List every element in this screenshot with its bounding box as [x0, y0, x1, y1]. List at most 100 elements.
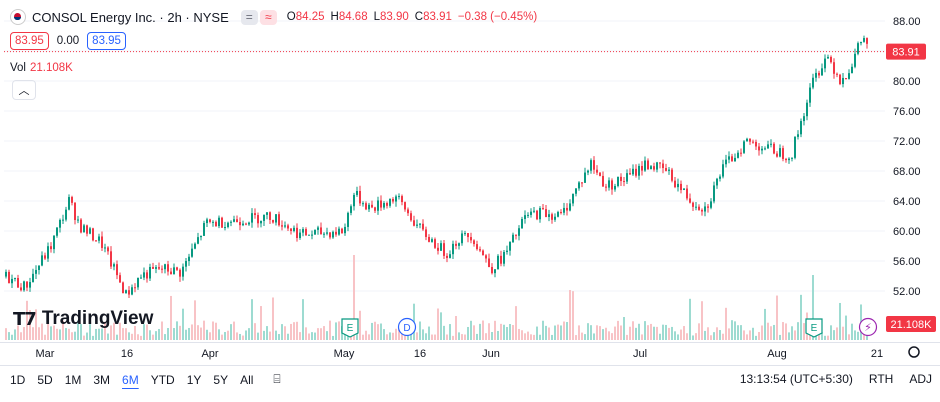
volume-bar: [38, 327, 40, 340]
earnings-marker-icon[interactable]: [805, 318, 823, 338]
adjust-toggle[interactable]: ADJ: [909, 372, 932, 386]
dividend-marker-icon[interactable]: [397, 317, 417, 337]
candle-body: [524, 215, 526, 220]
session-toggle[interactable]: RTH: [868, 372, 894, 386]
candle-body: [761, 148, 763, 151]
timeframe-all[interactable]: All: [240, 372, 254, 387]
candle-body: [554, 216, 556, 220]
buy-price-button[interactable]: 83.95: [87, 32, 126, 50]
timeframe-1y[interactable]: 1Y: [186, 372, 202, 387]
candle-body: [599, 172, 601, 176]
volume-bar: [5, 328, 7, 340]
collapse-legend-button[interactable]: ︿: [12, 80, 36, 100]
candle-body: [551, 214, 553, 220]
timeframe-6m[interactable]: 6M: [122, 372, 139, 387]
candle-body: [344, 226, 346, 234]
candle-body: [401, 196, 403, 203]
candle-body: [719, 176, 721, 179]
volume-bar: [56, 328, 58, 340]
candle-body: [536, 210, 538, 220]
candle-body: [335, 231, 337, 235]
x-tick-label: Mar: [36, 348, 55, 360]
sell-price-button[interactable]: 83.95: [10, 32, 49, 50]
settings-gear-icon[interactable]: [908, 346, 920, 358]
volume-bar: [593, 333, 595, 340]
candle-body: [374, 207, 376, 211]
date-range-calendar-icon[interactable]: ⌸: [273, 372, 281, 386]
candle-body: [791, 157, 793, 159]
candle-body: [278, 214, 280, 226]
candle-body: [584, 172, 586, 183]
candle-body: [494, 269, 496, 274]
candle-body: [779, 148, 781, 157]
timeframe-5y[interactable]: 5Y: [213, 372, 229, 387]
volume-bar: [851, 323, 853, 340]
volume-bar: [311, 332, 313, 340]
candle-body: [125, 290, 127, 294]
candle-body: [560, 212, 562, 214]
candle-body: [497, 255, 499, 270]
candle-body: [479, 249, 481, 251]
candle-body: [20, 287, 22, 291]
candle-body: [242, 223, 244, 226]
low-value: 83.90: [380, 11, 409, 23]
candle-body: [320, 227, 322, 235]
volume-bar: [443, 325, 445, 340]
volume-bar: [248, 328, 250, 340]
volume-bar: [242, 335, 244, 340]
timeframe-5d[interactable]: 5D: [37, 372, 53, 387]
tv-mark-icon: 𝗧𝟳: [13, 308, 37, 329]
open-value: 84.25: [295, 11, 325, 23]
candle-body: [182, 266, 184, 277]
volume-bar: [680, 329, 682, 340]
clock-timezone[interactable]: 13:13:54 (UTC+5:30): [739, 372, 853, 386]
candle-body: [737, 152, 739, 158]
candle-body: [251, 213, 253, 223]
volume-bar: [65, 328, 67, 340]
candle-body: [449, 254, 451, 258]
timeframe-3m[interactable]: 3M: [93, 372, 111, 387]
earnings-marker-icon[interactable]: [341, 318, 359, 338]
approx-icon[interactable]: ≈: [259, 9, 277, 25]
candle-body: [119, 275, 121, 283]
candle-body: [740, 152, 742, 154]
volume-bar: [89, 324, 91, 340]
y-tick-label: 52.00: [893, 286, 921, 298]
candle-body: [758, 146, 760, 151]
tradingview-logo[interactable]: 𝗧𝟳 TradingView: [13, 308, 153, 330]
volume-bar: [140, 335, 142, 340]
timeframe-ytd[interactable]: YTD: [150, 372, 175, 387]
candle-body: [566, 207, 568, 211]
volume-bar: [632, 321, 634, 340]
volume-bar: [605, 327, 607, 340]
volume-bar: [161, 321, 163, 340]
candle-body: [803, 116, 805, 122]
candle-body: [404, 202, 406, 210]
candle-body: [809, 87, 811, 103]
volume-bar: [644, 321, 646, 340]
candle-body: [680, 183, 682, 191]
volume-bar: [272, 297, 274, 340]
volume-bar: [329, 320, 331, 340]
candle-body: [89, 228, 91, 234]
timeframe-1d[interactable]: 1D: [10, 372, 26, 387]
candle-body: [593, 160, 595, 170]
candle-body: [203, 223, 205, 236]
volume-bar: [371, 322, 373, 340]
candle-body: [191, 248, 193, 257]
volume-bar: [527, 331, 529, 340]
candle-body: [440, 243, 442, 251]
symbol-title[interactable]: CONSOL Energy Inc. · 2h · NYSE: [32, 9, 229, 25]
candle-body: [845, 77, 847, 79]
volume-bar: [116, 334, 118, 340]
volume-bar: [383, 329, 385, 340]
volume-bar: [542, 320, 544, 340]
equals-icon[interactable]: =: [240, 9, 258, 25]
candle-body: [302, 229, 304, 233]
candle-body: [323, 233, 325, 235]
candle-body: [281, 225, 283, 227]
candle-body: [782, 148, 784, 159]
timeframe-1m[interactable]: 1M: [64, 372, 82, 387]
upcoming-event-icon[interactable]: [858, 317, 878, 337]
